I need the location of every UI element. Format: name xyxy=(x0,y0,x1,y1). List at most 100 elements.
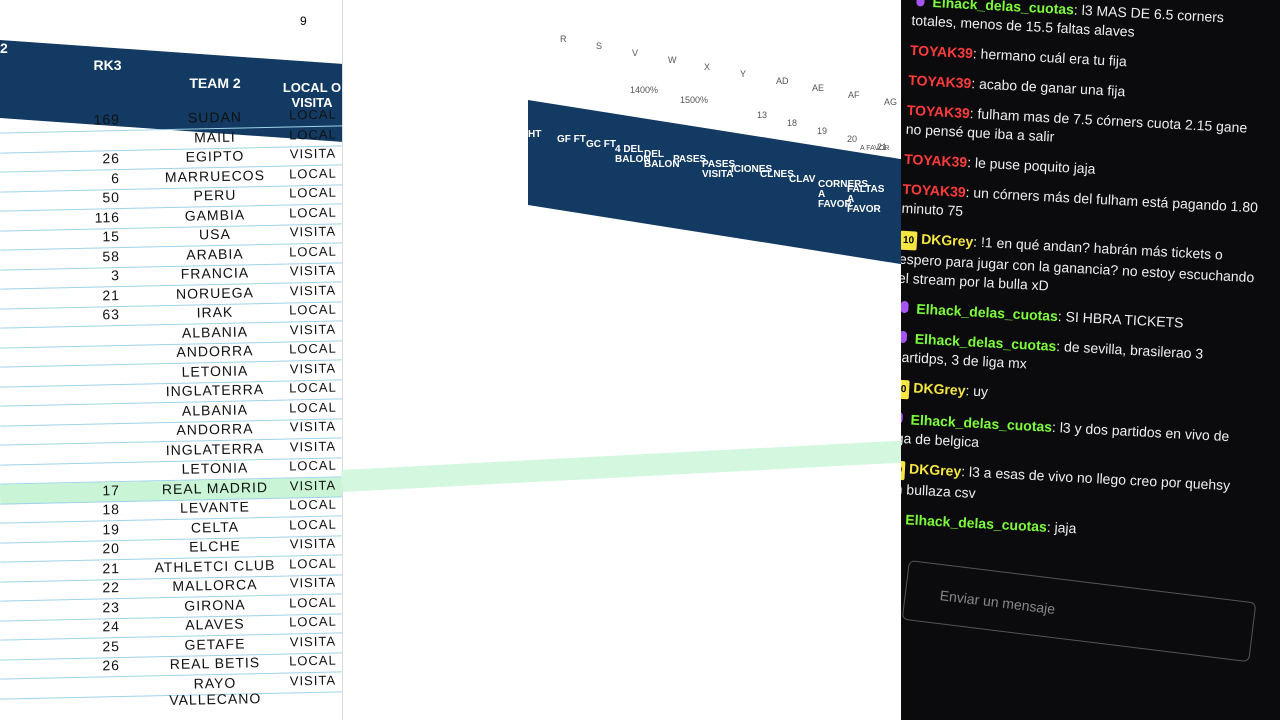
sub-badge: 10 xyxy=(901,230,918,251)
venue-cell: LOCAL xyxy=(288,496,337,513)
venue-cell: VISITA xyxy=(289,360,337,377)
username: TOYAK39 xyxy=(903,150,968,171)
venue-cell: LOCAL xyxy=(288,594,337,611)
rank-cell: 50 xyxy=(102,189,121,206)
venue-cell: LOCAL xyxy=(288,379,337,396)
username: DKGrey xyxy=(908,460,962,480)
team-cell: USA xyxy=(198,225,232,243)
mic-badge xyxy=(901,411,904,425)
message-text: acabo de ganar una fija xyxy=(978,75,1126,100)
rank-cell: 17 xyxy=(102,481,121,498)
venue-cell: LOCAL xyxy=(288,399,337,416)
team-cell: FRANCIA xyxy=(180,264,250,282)
chat-messages: Elhack_delas_cuotas: l3 MAS DE 6.5 corne… xyxy=(901,0,1273,558)
message-text: jaja xyxy=(1054,519,1077,537)
venue-cell: LOCAL xyxy=(288,652,337,669)
column-header: FALTAS A FAVOR xyxy=(847,184,885,215)
cell: 20 xyxy=(847,134,858,144)
chat-message: 10 DKGrey: uy xyxy=(901,377,1252,417)
venue-cell: LOCAL xyxy=(288,184,337,201)
username: DKGrey xyxy=(913,379,966,399)
team-cell: IRAK xyxy=(196,303,234,321)
team-cell: ELCHE xyxy=(188,537,241,555)
column-header: GC FT xyxy=(586,139,616,150)
team-cell: ALAVES xyxy=(185,615,245,633)
column-header: DEL BALON xyxy=(644,149,680,170)
rank-cell: 23 xyxy=(102,598,121,615)
team-cell: GETAFE xyxy=(184,634,246,653)
team-cell: INGLATERRA xyxy=(165,439,265,458)
chat-message: TOYAK39: un córners más del fulham está … xyxy=(901,180,1262,237)
team-cell: MALLORCA xyxy=(172,576,258,594)
team-cell: INGLATERRA xyxy=(165,381,265,400)
venue-cell: VISITA xyxy=(289,438,337,455)
team-cell: LETONIA xyxy=(181,459,249,477)
chat-input[interactable]: Enviar un mensaje xyxy=(901,560,1257,663)
column-letter: W xyxy=(668,55,677,65)
venue-cell: VISITA xyxy=(289,672,337,689)
message-text: hermano cuál era tu fija xyxy=(980,45,1128,70)
column-letter: X xyxy=(704,62,711,72)
message-text: uy xyxy=(972,382,989,400)
team-cell: CELTA xyxy=(190,518,240,536)
venue-cell: LOCAL xyxy=(288,106,337,123)
column-letter: R xyxy=(560,34,567,44)
username: Elhack_delas_cuotas xyxy=(904,511,1048,535)
column-header: HT xyxy=(528,129,542,140)
rank-cell: 18 xyxy=(102,501,121,518)
venue-cell: VISITA xyxy=(289,321,337,338)
column-header: CORNERS A FAVOR xyxy=(818,179,869,210)
rank-cell: 21 xyxy=(102,559,121,576)
team-cell: RAYO VALLECANO xyxy=(169,674,262,708)
team-cell: SUDAN xyxy=(187,108,243,126)
username: Elhack_delas_cuotas xyxy=(916,300,1059,325)
cell: 9 xyxy=(300,14,307,28)
rank-cell: 21 xyxy=(102,286,121,303)
column-letter: S xyxy=(596,41,603,51)
team-cell: MAILI xyxy=(193,128,236,146)
cell: 13 xyxy=(757,110,768,120)
message-text: le puse poquito jaja xyxy=(974,154,1096,177)
team-cell: EGIPTO xyxy=(185,147,245,165)
column-header: 4 DEL BALON xyxy=(615,144,651,165)
venue-cell: LOCAL xyxy=(288,165,337,182)
rank-cell: 15 xyxy=(102,228,121,245)
team-cell: REAL MADRID xyxy=(161,478,269,497)
team-cell: ANDORRA xyxy=(176,420,254,438)
venue-cell: LOCAL xyxy=(288,516,337,533)
cell: 18 xyxy=(787,118,798,128)
venue-cell: LOCAL xyxy=(288,340,337,357)
team-cell: ALBANIA xyxy=(181,322,249,341)
column-header: RK3 xyxy=(93,57,122,73)
team-cell: LETONIA xyxy=(181,361,249,380)
team-cell: GIRONA xyxy=(184,595,246,614)
venue-cell: LOCAL xyxy=(288,555,337,572)
mic-badge xyxy=(901,300,909,314)
venue-cell: LOCAL xyxy=(288,126,337,143)
message-text: SI HBRA TICKETS xyxy=(1065,308,1184,331)
venue-cell: LOCAL xyxy=(288,243,337,260)
team-cell: LEVANTE xyxy=(179,498,250,516)
venue-cell: VISITA xyxy=(289,418,337,435)
venue-cell: VISITA xyxy=(289,262,337,279)
team-cell: ALBANIA xyxy=(181,400,249,419)
column-letter: V xyxy=(632,48,639,58)
cell: 1400% xyxy=(630,85,659,95)
username: TOYAK39 xyxy=(902,180,967,201)
rank-cell: 22 xyxy=(102,579,121,596)
column-header: LOCAL O VISITA xyxy=(282,80,342,110)
chat-message: Elhack_delas_cuotas: l3 MAS DE 6.5 corne… xyxy=(911,0,1272,49)
spreadsheet-left: 2 9 RK3 TEAM 2 LOCAL O VISITA 169 SUDAN LO… xyxy=(0,0,343,720)
rank-cell: 24 xyxy=(102,618,121,635)
venue-cell: LOCAL xyxy=(288,457,337,474)
venue-cell: LOCAL xyxy=(288,613,337,630)
rank-cell: 26 xyxy=(102,150,121,167)
venue-cell: VISITA xyxy=(289,282,337,299)
mic-badge xyxy=(901,330,908,344)
chat-message: Elhack_delas_cuotas: de sevilla, brasile… xyxy=(901,329,1255,386)
corner-label: 2 xyxy=(0,40,8,56)
chat-message: 10 DKGrey: !1 en qué andan? habrán más ti… xyxy=(901,229,1260,307)
team-cell: ANDORRA xyxy=(176,342,254,360)
highlight-band xyxy=(341,440,912,492)
